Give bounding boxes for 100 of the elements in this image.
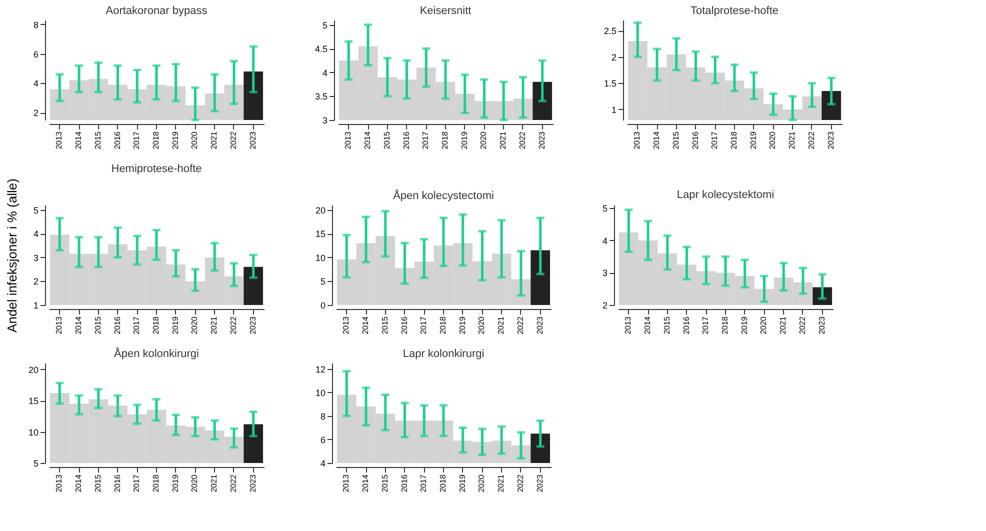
y-tick-label: 5 — [33, 458, 38, 468]
y-tick-label: 12 — [315, 364, 326, 374]
x-tick-label: 2015 — [380, 474, 390, 492]
y-tick-label: 8 — [33, 20, 38, 30]
x-tick-label: 2022 — [516, 474, 525, 492]
x-tick-label: 2022 — [806, 130, 816, 150]
x-tick-label: 2016 — [400, 316, 409, 334]
y-tick-label: 20 — [315, 205, 326, 216]
x-tick-label: 2013 — [54, 474, 64, 492]
chart-title: Hemiprotese-hofte — [111, 163, 202, 176]
x-tick-label: 2020 — [190, 130, 200, 150]
y-tick-label: 3 — [602, 268, 608, 278]
y-tick-label: 5 — [33, 205, 38, 216]
y-tick-label: 2 — [602, 300, 608, 310]
x-tick-label: 2022 — [518, 130, 527, 150]
x-tick-label: 2016 — [112, 316, 122, 334]
x-tick-label: 2015 — [93, 474, 102, 492]
x-tick-label: 2021 — [498, 130, 508, 150]
x-tick-label: 2015 — [93, 130, 102, 150]
chart-title: Keisersnitt — [420, 5, 472, 17]
x-tick-label: 2016 — [402, 130, 411, 150]
x-tick-label: 2022 — [228, 316, 238, 334]
y-tick-label: 4 — [602, 236, 608, 246]
x-tick-label: 2017 — [701, 316, 710, 334]
x-tick-label: 2021 — [778, 316, 788, 334]
y-tick-label: 3 — [322, 116, 328, 126]
x-tick-label: 2014 — [361, 474, 370, 492]
y-tick-label: 15 — [315, 229, 326, 240]
x-tick-label: 2023 — [535, 316, 544, 334]
x-tick-label: 2016 — [112, 474, 122, 492]
chart-title: Aortakoronar bypass — [106, 5, 208, 17]
x-tick-label: 2018 — [152, 130, 160, 150]
x-tick-label: 2023 — [537, 130, 546, 150]
y-tick-label: 2 — [33, 276, 38, 287]
x-tick-label: 2021 — [496, 316, 506, 334]
x-tick-label: 2013 — [632, 130, 642, 150]
x-tick-label: 2018 — [152, 474, 160, 492]
x-tick-label: 2017 — [419, 316, 428, 334]
y-tick-label: 5 — [322, 20, 328, 30]
x-tick-label: 2015 — [662, 316, 672, 334]
y-tick-label: 4 — [33, 229, 38, 240]
chart-title: Totalprotese-hofte — [690, 5, 779, 17]
x-tick-label: 2021 — [496, 474, 506, 492]
y-tick-label: 4 — [320, 458, 326, 468]
x-tick-label: 2019 — [170, 130, 180, 150]
chart-title: Åpen kolonkirurgi — [114, 347, 199, 360]
chart-title: Lapr kolonkirurgi — [402, 348, 484, 360]
x-tick-label: 2018 — [720, 316, 730, 334]
x-tick-label: 2014 — [652, 130, 662, 150]
x-tick-label: 2013 — [344, 130, 353, 150]
y-tick-label: 0 — [320, 300, 326, 310]
x-tick-label: 2016 — [682, 316, 691, 334]
x-tick-label: 2013 — [342, 316, 351, 334]
x-tick-label: 2020 — [768, 130, 778, 150]
y-tick-label: 6 — [320, 434, 326, 445]
y-tick-label: 8 — [320, 411, 326, 422]
x-tick-label: 2017 — [132, 474, 142, 492]
x-tick-label: 2014 — [74, 316, 84, 334]
y-tick-label: 4 — [322, 68, 328, 78]
x-tick-label: 2022 — [228, 474, 238, 492]
chart-title: Åpen kolecystectomi — [393, 189, 494, 202]
x-tick-label: 2020 — [190, 474, 200, 492]
x-tick-label: 2014 — [643, 316, 652, 334]
y-tick-label: 2.5 — [604, 26, 616, 36]
x-tick-label: 2023 — [817, 316, 826, 334]
x-tick-label: 2018 — [438, 316, 448, 334]
y-tick-label: 20 — [28, 364, 38, 375]
y-tick-label: 4.5 — [314, 44, 328, 54]
y-tick-label: 10 — [28, 427, 38, 438]
y-tick-label: 2 — [611, 52, 616, 62]
x-tick-label: 2023 — [248, 474, 258, 492]
x-tick-label: 2019 — [740, 316, 749, 334]
y-tick-label: 2 — [33, 108, 38, 118]
y-tick-label: 1 — [33, 300, 38, 310]
y-tick-label: 10 — [315, 252, 326, 263]
x-tick-label: 2015 — [380, 316, 390, 334]
chart-title: Lapr kolecystektomi — [676, 189, 774, 202]
y-tick-label: 1.5 — [604, 78, 616, 89]
x-tick-label: 2022 — [516, 316, 525, 334]
y-tick-label: 5 — [602, 204, 608, 214]
x-tick-label: 2023 — [248, 316, 258, 334]
x-tick-label: 2019 — [170, 316, 180, 334]
y-tick-label: 5 — [320, 276, 326, 287]
x-tick-label: 2019 — [460, 130, 469, 150]
x-tick-label: 2013 — [342, 474, 351, 492]
x-tick-label: 2014 — [361, 316, 370, 334]
x-tick-label: 2014 — [74, 474, 84, 492]
y-tick-label: 3.5 — [314, 92, 328, 102]
x-tick-label: 2019 — [458, 316, 467, 334]
x-tick-label: 2019 — [170, 474, 180, 492]
y-tick-label: 10 — [315, 388, 326, 398]
y-axis-title: Andel infeksjoner i % (alle) — [4, 178, 20, 332]
x-tick-label: 2015 — [382, 130, 392, 150]
y-tick-label: 1 — [611, 104, 616, 115]
x-tick-label: 2020 — [477, 316, 486, 334]
x-tick-label: 2021 — [210, 130, 219, 150]
x-tick-label: 2020 — [479, 130, 488, 150]
y-tick-label: 15 — [28, 396, 38, 406]
x-tick-label: 2023 — [535, 474, 544, 492]
x-tick-label: 2023 — [826, 130, 836, 150]
